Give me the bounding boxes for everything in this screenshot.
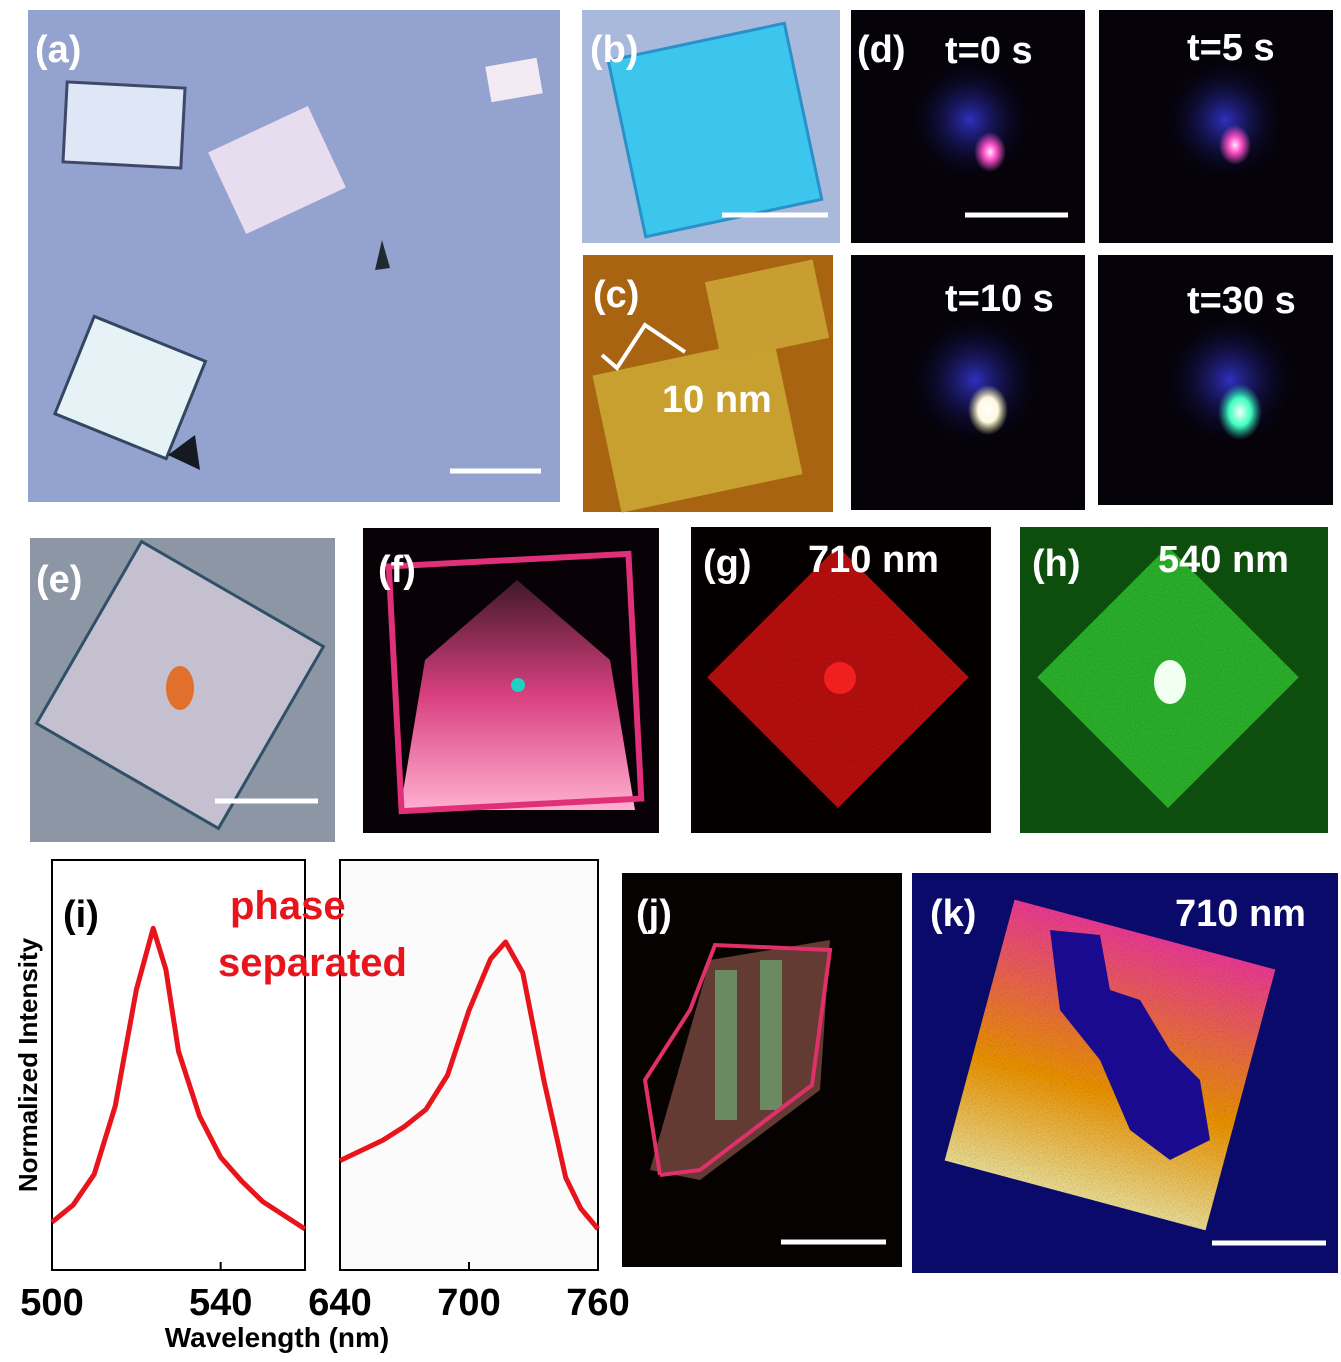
x-axis-label: Wavelength (nm) [165,1322,390,1353]
panel-a: (a) [28,10,560,502]
panel-i: (i) phase separated Normalized Intensity… [13,860,598,1353]
panel-label: (e) [36,559,82,601]
panel-j: (j) [622,873,902,1267]
panel-label: (j) [636,893,672,935]
time-label: t=30 s [1187,280,1296,322]
panel-label: (b) [590,29,639,71]
panel-label: (d) [857,29,906,71]
panel-label: (k) [930,893,976,935]
panel-k: (k) 710 nm [912,873,1338,1273]
x-tick-label: 540 [189,1282,252,1324]
panel-f: (f) [363,528,659,833]
figure: (a) (b) (c) 10 nm (d) t=0 s t=5 s t=10 s… [0,0,1341,1357]
x-tick-label: 500 [20,1282,83,1324]
x-tick-label: 640 [308,1282,371,1324]
panel-h: (h) 540 nm [1020,527,1328,833]
annotation: phase [230,884,346,928]
panel-c: (c) 10 nm [583,255,833,513]
annotation: separated [218,941,407,985]
wavelength-label: 710 nm [808,539,939,581]
x-tick-label: 760 [566,1282,629,1324]
time-label: t=0 s [945,30,1033,72]
panel-g: (g) 710 nm [691,527,991,833]
panel-label: (h) [1032,543,1081,585]
wavelength-label: 540 nm [1158,539,1289,581]
x-tick-label: 700 [437,1282,500,1324]
time-label: t=5 s [1187,27,1275,69]
panel-label: (f) [378,549,416,591]
panel-label: (i) [63,894,99,936]
time-label: t=10 s [945,278,1054,320]
wavelength-label: 710 nm [1175,893,1306,935]
panel-e: (e) [30,538,335,842]
height-annotation: 10 nm [662,379,772,421]
panel-label: (c) [593,274,639,316]
y-axis-label: Normalized Intensity [13,937,43,1192]
panel-b: (b) [582,10,840,243]
panel-label: (a) [35,29,81,71]
panel-label: (g) [703,543,752,585]
panel-d: (d) t=0 s t=5 s t=10 s t=30 s [851,10,1333,510]
